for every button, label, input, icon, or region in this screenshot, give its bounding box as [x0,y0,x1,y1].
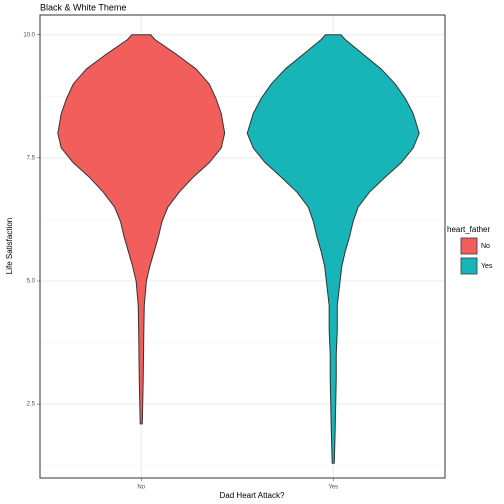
legend-swatch [460,237,478,255]
x-tick-label: No [137,485,145,491]
y-tick-label: 10.0 [23,32,35,38]
y-tick-label: 7.5 [27,155,36,161]
legend-swatch [460,257,478,275]
x-tick-label: Yes [328,485,338,491]
y-tick-label: 5.0 [27,279,36,285]
x-axis-title: Dad Heart Attack? [220,491,285,500]
y-axis-title: Life Satisfaction [5,218,14,274]
chart-title: Black & White Theme [40,2,126,12]
legend-label: Yes [481,263,493,270]
violin [246,34,420,464]
plot-panel [39,14,446,479]
panel-border [39,14,446,479]
legend-label: No [481,243,490,250]
y-tick-label: 2.5 [27,402,36,408]
legend-title: heart_father [447,225,490,234]
violin [57,34,226,425]
